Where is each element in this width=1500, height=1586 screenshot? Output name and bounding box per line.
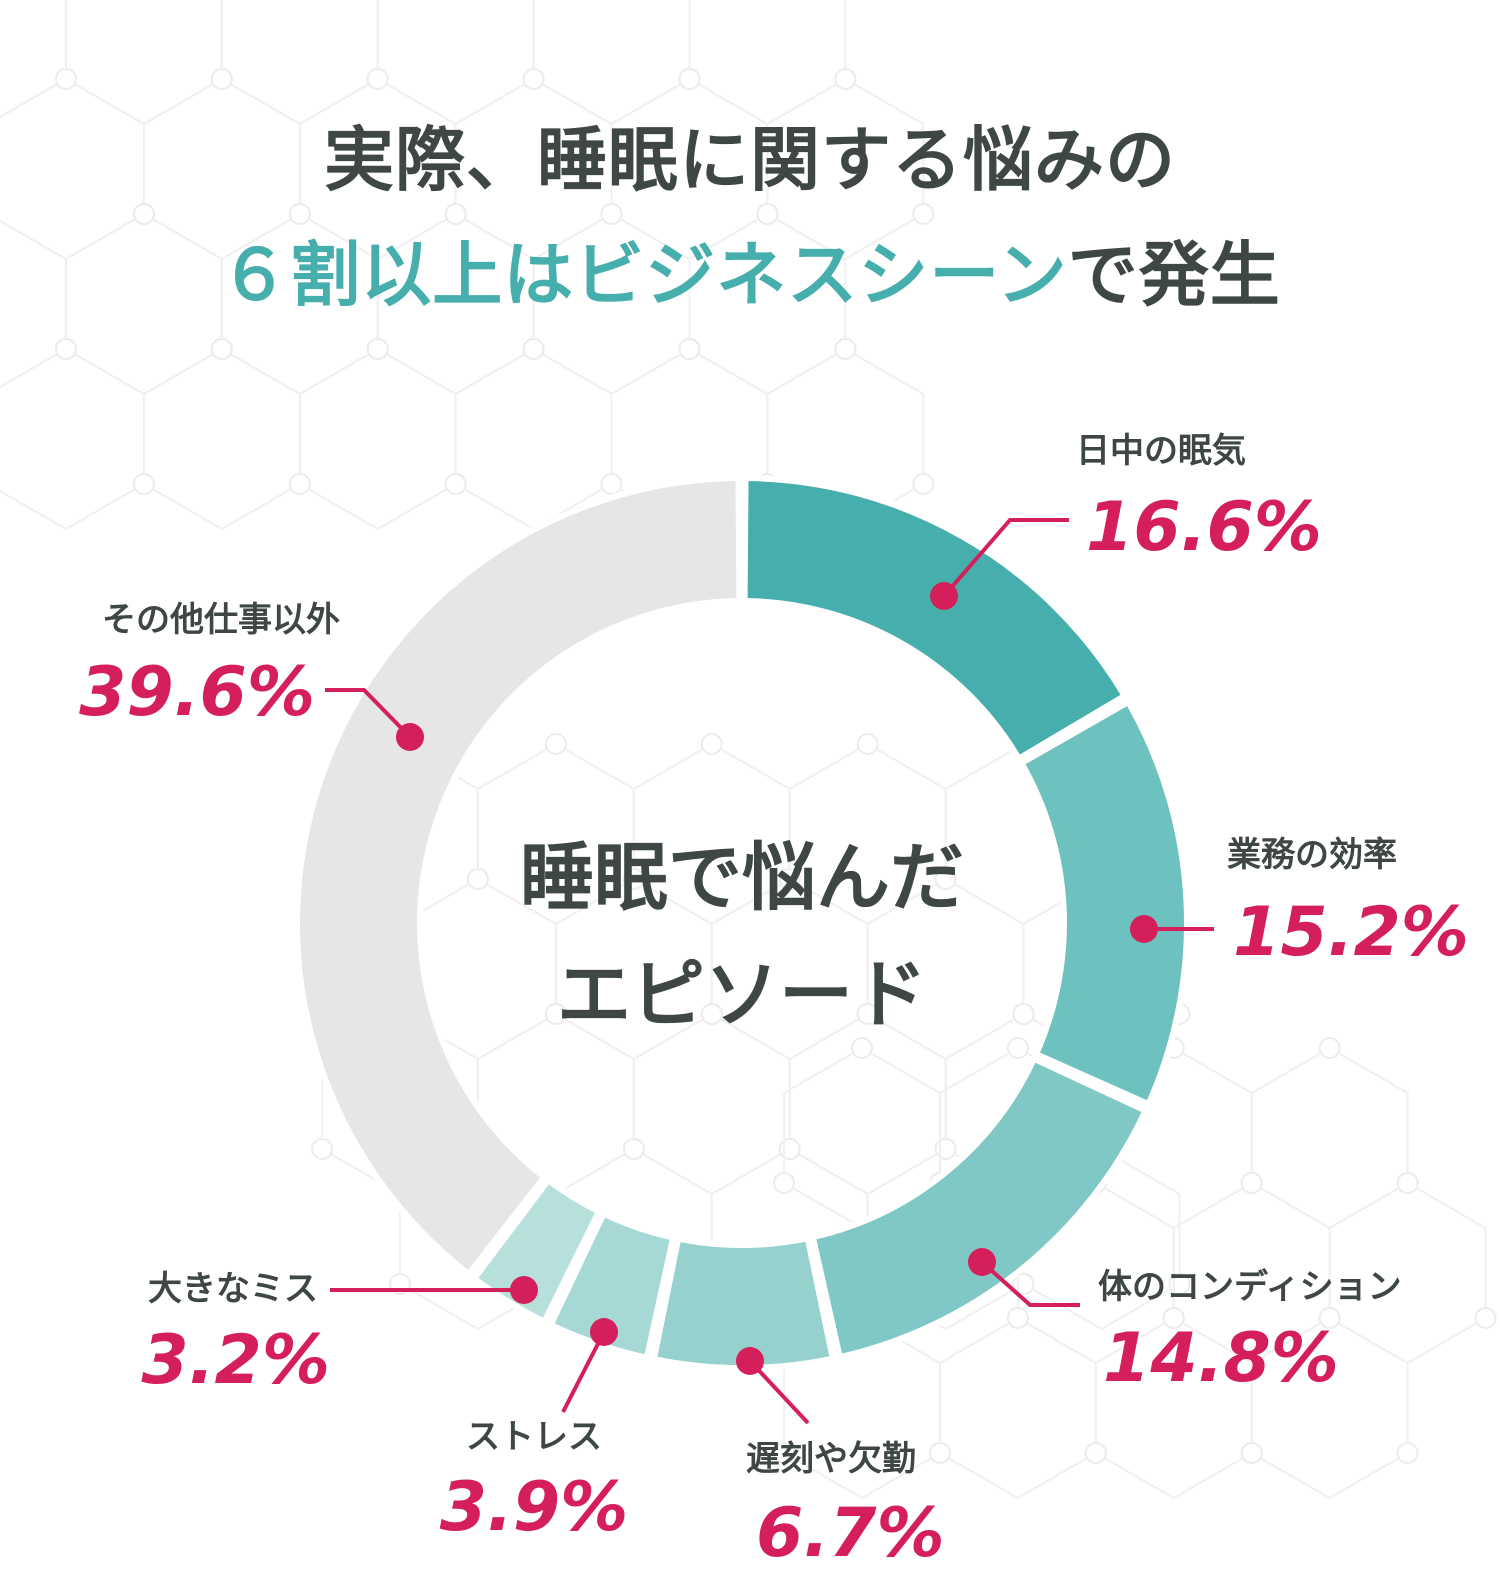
donut-slices xyxy=(294,474,1190,1371)
slice-value-7: 39.6% xyxy=(79,653,315,732)
leader-dot-7 xyxy=(396,723,424,751)
leader-dot-6 xyxy=(510,1276,538,1304)
callouts: 日中の眠気 16.6% 業務の効率 15.2% 体のコンディション 14.8% 遅刻や欠勤 6… xyxy=(79,431,1469,1573)
leader-dot-4 xyxy=(736,1347,764,1375)
center-label-line-1: 睡眠で悩んだ xyxy=(520,835,964,921)
slice-value-4: 6.7% xyxy=(756,1494,945,1573)
slice-label-6: 大きなミス xyxy=(148,1269,318,1309)
title-highlight: ６割以上はビジネスシーン xyxy=(219,234,1068,316)
title-line-2: ６割以上はビジネスシーンで発生 xyxy=(0,240,1500,310)
center-label-line-2: エピソード xyxy=(557,952,927,1038)
leader-line-4 xyxy=(748,1359,810,1425)
donut-slice-2 xyxy=(1017,697,1190,1109)
slice-label-4: 遅刻や欠勤 xyxy=(746,1439,916,1479)
donut-slice-4 xyxy=(650,1234,837,1371)
slice-label-2: 業務の効率 xyxy=(1227,835,1397,875)
donut-slice-7 xyxy=(294,474,743,1279)
leader-line-7 xyxy=(325,688,412,739)
slice-value-1: 16.6% xyxy=(1086,488,1322,567)
donut-slice-5 xyxy=(546,1209,677,1362)
slice-value-6: 3.2% xyxy=(141,1321,330,1400)
slice-label-3: 体のコンディション xyxy=(1098,1267,1402,1307)
donut-slice-6 xyxy=(470,1176,603,1326)
leader-line-1 xyxy=(942,518,1069,598)
leader-line-3 xyxy=(980,1260,1080,1307)
slice-label-1: 日中の眠気 xyxy=(1076,431,1246,471)
donut-slice-1 xyxy=(741,474,1129,763)
slice-label-5: ストレス xyxy=(466,1417,602,1457)
leader-dot-2 xyxy=(1130,915,1158,943)
donut-slice-3 xyxy=(809,1054,1150,1361)
title-tail: で発生 xyxy=(1067,234,1281,316)
leader-dot-5 xyxy=(590,1318,618,1346)
leader-line-5 xyxy=(561,1331,606,1413)
leader-dot-3 xyxy=(968,1248,996,1276)
title-line-1: 実際、睡眠に関する悩みの xyxy=(324,119,1176,201)
slice-label-7: その他仕事以外 xyxy=(102,600,340,640)
leader-dot-1 xyxy=(930,582,958,610)
slice-value-5: 3.9% xyxy=(440,1468,629,1547)
slice-value-3: 14.8% xyxy=(1103,1319,1339,1398)
slice-value-2: 15.2% xyxy=(1233,893,1469,972)
